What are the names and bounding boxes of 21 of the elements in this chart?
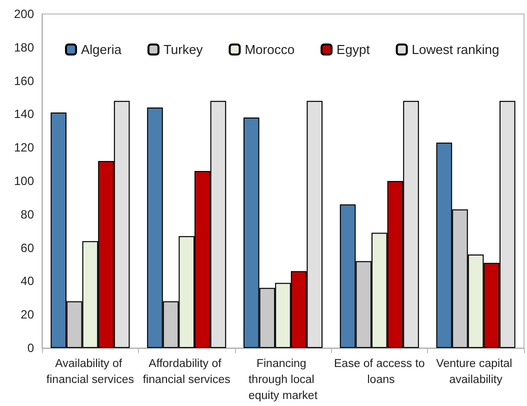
y-tick-label: 140 — [14, 107, 34, 122]
y-tick-label: 180 — [14, 40, 34, 54]
y-tick-label: 200 — [14, 7, 34, 21]
x-tick-label: Ease of access to loans — [334, 358, 425, 386]
y-tick-label: 60 — [20, 240, 34, 255]
y-tick-label: 120 — [14, 140, 34, 155]
y-tick-label: 160 — [14, 74, 34, 88]
legend-label: Egypt — [336, 42, 370, 57]
x-tick-label: Venture capital availability — [436, 358, 516, 386]
y-tick-label: 0 — [27, 341, 34, 355]
legend-label: Morocco — [244, 42, 295, 57]
legend-label: Algeria — [81, 42, 122, 57]
legend-label: Turkey — [163, 42, 204, 57]
legend-label: Lowest ranking — [412, 42, 500, 57]
x-tick-label: Availability of financial services — [46, 358, 134, 386]
y-tick-label: 80 — [20, 207, 34, 222]
x-tick-label: Affordability of financial services — [142, 358, 231, 386]
y-tick-label: 40 — [20, 274, 34, 288]
y-tick-label: 100 — [14, 174, 34, 188]
x-tick-label: Financing through local equity market — [248, 358, 318, 402]
y-tick-label: 20 — [20, 308, 34, 322]
